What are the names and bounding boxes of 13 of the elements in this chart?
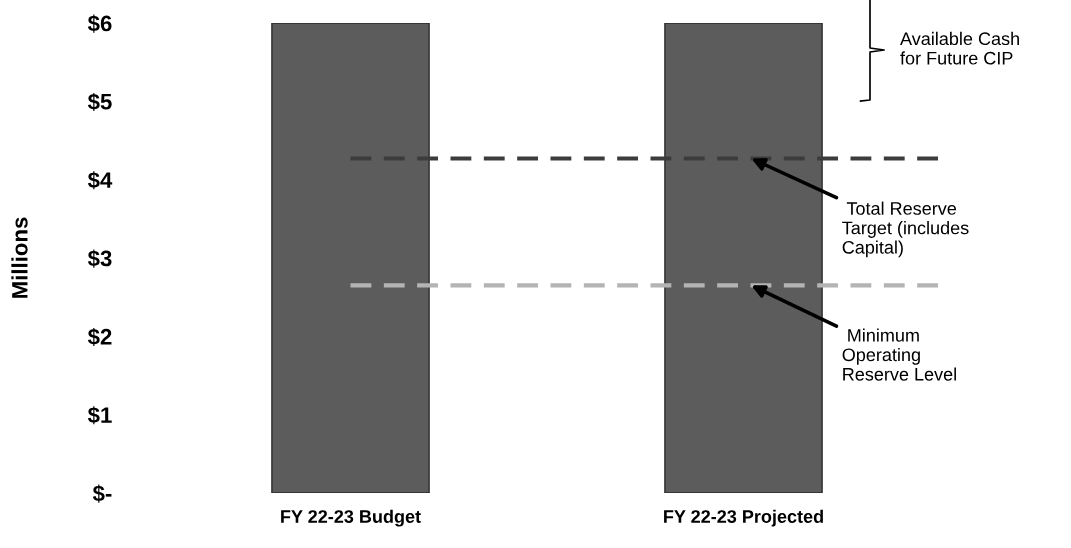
- ref-line-label: Minimum Operating Reserve Level: [842, 328, 956, 381]
- y-axis-title: Millions: [11, 217, 28, 298]
- y-tick-label: $4: [87, 171, 113, 190]
- y-tick-label: $2: [87, 327, 112, 347]
- x-tick-label: FY 22-23 Projected: [664, 509, 823, 527]
- y-tick-label: $3: [87, 249, 112, 268]
- y-tick-label: $-: [92, 484, 112, 503]
- y-tick-label: $6: [87, 14, 112, 33]
- y-tick-label: $5: [87, 92, 112, 112]
- x-tick-label: FY 22-23 Budget: [281, 509, 421, 527]
- ref-line-label: Total Reserve Target (includes Capital): [842, 201, 969, 258]
- y-tick-label: $1: [87, 406, 112, 425]
- annotation: Available Cash for Future CIP: [900, 31, 1019, 65]
